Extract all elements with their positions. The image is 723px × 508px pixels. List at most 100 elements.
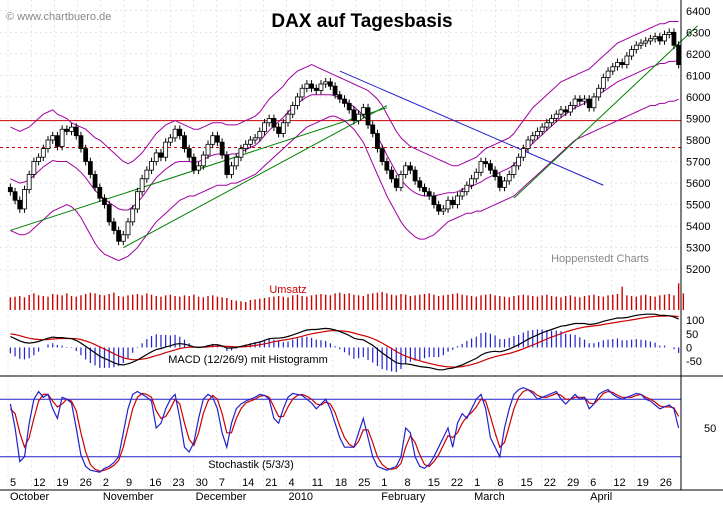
trend-line-up3: [513, 25, 698, 199]
candle-down: [177, 128, 183, 137]
candle-up: [464, 184, 470, 193]
price-tick-label: 5300: [686, 243, 710, 255]
candle-down: [64, 128, 70, 132]
candle-up: [539, 126, 545, 132]
candle-up: [440, 208, 446, 212]
candle-up: [26, 174, 32, 190]
candle-up: [257, 130, 263, 139]
price-tick-label: 6100: [686, 70, 710, 82]
candle-up: [605, 70, 611, 78]
volume-panel: [9, 283, 685, 310]
candle-down: [407, 165, 413, 171]
x-month-label: April: [590, 491, 612, 503]
candle-up: [144, 169, 150, 180]
x-day-label: 5: [10, 477, 16, 489]
x-month-label: March: [474, 491, 505, 503]
candle-up: [299, 87, 305, 98]
candle-down: [83, 148, 89, 162]
candle-up: [403, 165, 409, 175]
x-day-label: 1: [474, 477, 480, 489]
x-day-label: 1: [381, 477, 387, 489]
candle-up: [323, 81, 329, 85]
price-tick-label: 5800: [686, 135, 710, 147]
candle-up: [40, 148, 46, 158]
macd-panel: [9, 313, 680, 373]
x-day-label: 29: [567, 477, 579, 489]
price-panel: [0, 21, 698, 262]
macd-tick-label: 0: [686, 342, 692, 354]
candle-up: [31, 161, 37, 175]
candle-down: [87, 161, 93, 175]
candle-up: [125, 221, 131, 236]
candle-down: [389, 169, 394, 180]
macd-label: MACD (12/26/9) mit Histogramm: [168, 354, 328, 366]
candle-down: [426, 191, 432, 197]
price-tick-label: 5700: [686, 157, 710, 169]
candle-down: [379, 148, 385, 162]
macd-tick-label: 100: [686, 315, 704, 327]
candle-up: [153, 152, 159, 162]
candle-down: [365, 107, 371, 126]
candle-up: [139, 178, 145, 193]
candle-down: [73, 126, 79, 137]
macd-tick-label: 50: [686, 329, 698, 341]
stoch-k-line: [9, 387, 680, 473]
price-tick-label: 5500: [686, 200, 710, 212]
x-day-label: 2: [103, 477, 109, 489]
candle-up: [633, 44, 639, 50]
candle-down: [346, 102, 352, 111]
candle-up: [285, 113, 291, 124]
candle-up: [318, 83, 324, 91]
x-month-label: February: [381, 491, 426, 503]
candle-up: [45, 139, 51, 150]
candle-up: [233, 156, 239, 167]
candle-up: [516, 156, 522, 167]
candle-up: [163, 141, 169, 158]
candle-up: [243, 143, 249, 150]
x-day-label: 25: [358, 477, 370, 489]
x-day-label: 8: [497, 477, 503, 489]
candle-up: [624, 55, 630, 66]
x-day-label: 7: [219, 477, 225, 489]
candle-down: [586, 98, 592, 109]
credit-text: Hoppenstedt Charts: [551, 253, 649, 265]
candle-down: [671, 31, 677, 46]
stochastic-label: Stochastik (5/3/3): [208, 459, 294, 471]
candle-up: [69, 126, 74, 132]
stoch-tick-label: 50: [704, 423, 716, 435]
candle-down: [563, 109, 569, 113]
bollinger-lower-line: [10, 98, 679, 262]
candle-up: [530, 135, 536, 141]
candle-up: [455, 195, 460, 206]
candle-up: [544, 122, 550, 128]
candle-up: [506, 174, 512, 182]
candle-down: [309, 83, 314, 89]
x-day-label: 4: [288, 477, 294, 489]
candle-up: [120, 234, 126, 242]
x-month-label: November: [103, 491, 154, 503]
x-day-label: 8: [405, 477, 411, 489]
x-day-label: 23: [172, 477, 184, 489]
candle-down: [370, 124, 376, 134]
candle-up: [356, 113, 362, 122]
candle-down: [375, 133, 380, 150]
x-day-label: 6: [590, 477, 596, 489]
x-day-label: 26: [80, 477, 92, 489]
candle-down: [116, 230, 121, 242]
candle-up: [558, 109, 564, 115]
trend-line-up2: [123, 105, 388, 249]
candle-up: [238, 148, 244, 158]
candle-up: [615, 62, 620, 68]
candle-down: [182, 135, 187, 150]
candle-up: [600, 77, 606, 89]
candle-down: [186, 148, 192, 158]
price-tick-label: 6000: [686, 92, 710, 104]
candle-up: [210, 135, 216, 145]
bollinger-upper-line: [10, 21, 679, 167]
candle-up: [247, 139, 253, 145]
candle-down: [12, 191, 18, 201]
candle-up: [290, 105, 296, 115]
candle-down: [676, 44, 682, 66]
